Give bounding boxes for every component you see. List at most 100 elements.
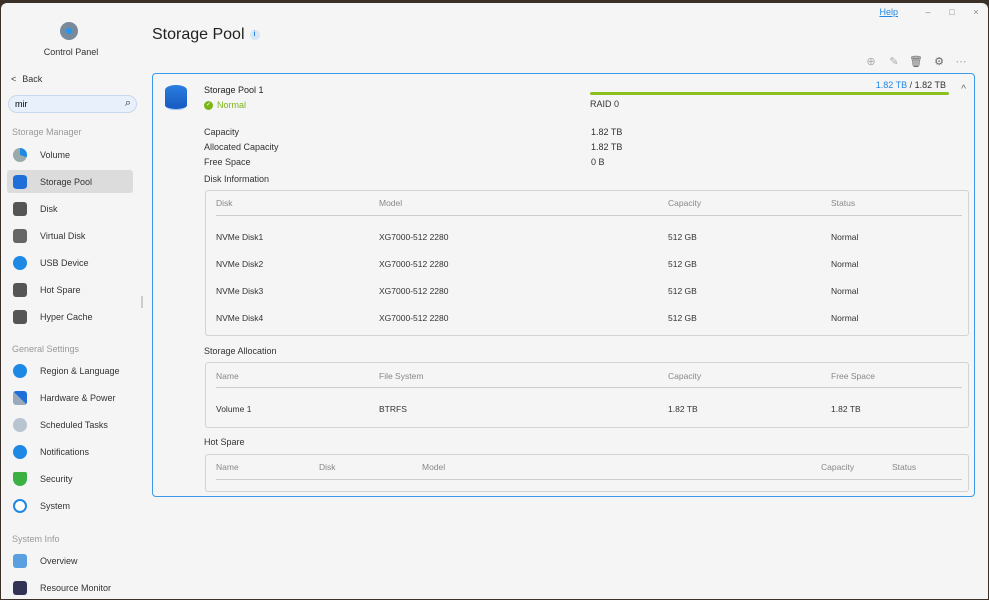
chat-icon: [13, 444, 27, 459]
column-header: Status: [892, 462, 917, 472]
sidebar-item-overview[interactable]: Overview: [7, 549, 133, 572]
sidebar-scrollbar[interactable]: [141, 296, 143, 308]
table-cell: 512 GB: [668, 286, 697, 296]
table-cell: BTRFS: [379, 404, 407, 414]
table-cell: 1.82 TB: [831, 404, 861, 414]
sidebar-item-label: Hardware & Power: [40, 392, 116, 403]
sidebar-item-resource-monitor[interactable]: Resource Monitor: [7, 576, 133, 599]
detail-label: Allocated Capacity: [204, 142, 279, 152]
table-cell: XG7000-512 2280: [379, 232, 449, 242]
sidebar-section-title: System Info: [12, 534, 60, 544]
column-header: Disk: [319, 462, 336, 472]
search-input[interactable]: ⌕: [8, 95, 137, 113]
more-icon[interactable]: ⋯: [955, 56, 967, 68]
table-cell: 1.82 TB: [668, 404, 698, 414]
minimize-button[interactable]: –: [925, 7, 931, 17]
edit-icon[interactable]: ✎: [889, 56, 899, 68]
app-title: Control Panel: [43, 47, 99, 57]
sidebar-item-volume[interactable]: Volume: [7, 143, 133, 166]
add-icon[interactable]: ⊕: [866, 56, 876, 68]
control-panel-gear-icon[interactable]: [60, 22, 78, 40]
detail-label: Free Space: [204, 157, 251, 167]
volume-icon: [13, 147, 27, 162]
sidebar-item-label: Overview: [40, 555, 78, 566]
sidebar-item-label: Region & Language: [40, 365, 120, 376]
sidebar-item-region-language[interactable]: Region & Language: [7, 359, 133, 382]
column-header: Name: [216, 462, 239, 472]
hyper-cache-icon: [13, 309, 27, 324]
column-header: Model: [379, 198, 403, 208]
sidebar-item-virtual-disk[interactable]: Virtual Disk: [7, 224, 133, 247]
usage-bar-fill: [590, 92, 949, 95]
pool-status: ✓ Normal: [204, 100, 247, 110]
resource-monitor-icon: [13, 580, 27, 595]
search-icon[interactable]: ⌕: [124, 97, 131, 109]
tasks-icon: [13, 417, 27, 432]
allocation-table: Name File System Capacity Free Space Volume …: [205, 362, 969, 428]
sidebar-item-label: Scheduled Tasks: [40, 419, 108, 430]
sidebar-item-label: Resource Monitor: [40, 582, 112, 593]
trash-icon[interactable]: 🗑: [909, 56, 923, 68]
sidebar-item-label: Storage Pool: [40, 176, 93, 187]
page-title: Storage Pool i: [152, 26, 260, 44]
column-header: Capacity: [668, 198, 702, 208]
maximize-button[interactable]: □: [949, 7, 955, 17]
info-icon[interactable]: i: [249, 30, 260, 40]
back-button[interactable]: < Back: [11, 74, 43, 84]
search-field[interactable]: [15, 99, 115, 109]
sidebar-section-title: General Settings: [12, 344, 80, 354]
table-cell: NVMe Disk1: [216, 232, 264, 242]
gear-icon[interactable]: ⚙: [934, 56, 944, 68]
usb-icon: [13, 255, 27, 270]
hot-spare-title: Hot Spare: [204, 437, 245, 447]
sidebar-item-system[interactable]: System: [7, 494, 133, 517]
sidebar-item-hot-spare[interactable]: Hot Spare: [7, 278, 133, 301]
raid-level: RAID 0: [590, 99, 620, 109]
table-cell: 512 GB: [668, 232, 697, 242]
table-cell: NVMe Disk4: [216, 313, 264, 323]
system-icon: [13, 498, 27, 513]
usage-bar: [590, 92, 949, 95]
table-cell: XG7000-512 2280: [379, 313, 449, 323]
help-link[interactable]: Help: [879, 7, 898, 17]
column-header: Capacity: [668, 371, 702, 381]
table-cell: Volume 1: [216, 404, 252, 414]
divider: [216, 479, 962, 480]
monitor-icon: [13, 553, 27, 568]
sidebar-item-disk[interactable]: Disk: [7, 197, 133, 220]
table-cell: XG7000-512 2280: [379, 259, 449, 269]
storage-pool-card[interactable]: Storage Pool 1 ✓ Normal 1.82 TB / 1.82 T…: [152, 73, 975, 497]
sidebar-item-label: Notifications: [40, 446, 90, 457]
sidebar-item-label: Hyper Cache: [40, 311, 93, 322]
detail-label: Capacity: [204, 127, 240, 137]
allocation-title: Storage Allocation: [204, 346, 277, 356]
collapse-chevron-icon[interactable]: ^: [961, 84, 966, 95]
sidebar-item-label: Volume: [40, 149, 71, 160]
sidebar-item-storage-pool[interactable]: Storage Pool: [7, 170, 133, 193]
hot-spare-table: Name Disk Model Capacity Status: [205, 454, 969, 492]
sidebar-item-notifications[interactable]: Notifications: [7, 440, 133, 463]
table-cell: XG7000-512 2280: [379, 286, 449, 296]
sidebar-item-hardware-power[interactable]: Hardware & Power: [7, 386, 133, 409]
storage-pool-icon: [165, 85, 187, 110]
sidebar-item-label: System: [40, 500, 71, 511]
close-button[interactable]: ×: [973, 7, 979, 17]
table-cell: Normal: [831, 313, 859, 323]
sidebar-item-label: USB Device: [40, 257, 89, 268]
sidebar-item-hyper-cache[interactable]: Hyper Cache: [7, 305, 133, 328]
column-header: Free Space: [831, 371, 875, 381]
window-controls: Help – □ ×: [879, 3, 988, 21]
sidebar-section-title: Storage Manager: [12, 127, 82, 137]
table-cell: NVMe Disk3: [216, 286, 264, 296]
sidebar-item-label: Hot Spare: [40, 284, 81, 295]
table-cell: 512 GB: [668, 313, 697, 323]
shield-lock-icon: [13, 471, 27, 486]
sidebar-item-scheduled-tasks[interactable]: Scheduled Tasks: [7, 413, 133, 436]
tools-icon: [13, 390, 27, 405]
sidebar-item-usb-device[interactable]: USB Device: [7, 251, 133, 274]
divider: [216, 215, 962, 216]
disk-info-title: Disk Information: [204, 174, 270, 184]
sidebar-item-security[interactable]: Security: [7, 467, 133, 490]
usage-text: 1.82 TB / 1.82 TB: [875, 80, 946, 90]
detail-value: 1.82 TB: [591, 142, 623, 152]
